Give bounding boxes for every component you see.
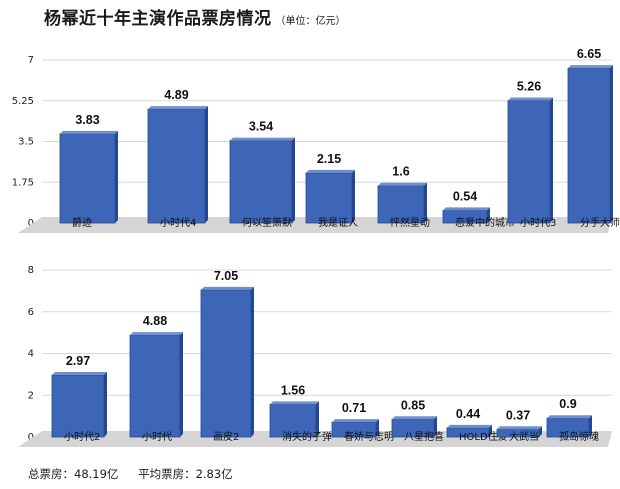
bar (129, 334, 181, 438)
data-label: 0.85 (401, 398, 425, 412)
category-label: 大武当 (509, 430, 539, 443)
data-label: 6.65 (577, 47, 601, 61)
bar (229, 140, 293, 224)
category-label: 爵迹 (72, 216, 92, 229)
category-label: 小时代 (142, 431, 172, 443)
data-label: 2.97 (66, 354, 90, 368)
bar-top (443, 207, 490, 211)
bar-top (447, 424, 492, 428)
bar-side (104, 372, 107, 437)
bar-top (378, 182, 427, 186)
summary-line: 总票房：48.19亿 平均票房：2.83亿 (28, 466, 249, 482)
data-label: 2.15 (317, 152, 341, 166)
average-box-office: 平均票房：2.83亿 (138, 467, 233, 481)
category-label: 春娇与志明 (344, 430, 394, 443)
bar-top (332, 419, 379, 423)
bar-side (292, 137, 295, 223)
bar (200, 289, 252, 438)
bar (567, 67, 611, 224)
bar-top (392, 416, 437, 420)
bar-side (180, 332, 183, 437)
chart-top: 0 1.75 3.5 5.25 7 3.83 爵迹 4.89 小时代4 3.54 何以笙箫默 2.15… (12, 47, 620, 233)
bar (59, 133, 116, 224)
data-label: 7.05 (214, 269, 238, 283)
bar (305, 172, 353, 224)
data-label: 5.26 (517, 80, 541, 94)
data-label: 1.6 (392, 165, 409, 179)
category-label: 孤岛惊魂 (559, 430, 599, 443)
y-tick-label: 7 (28, 55, 34, 66)
data-label: 4.88 (143, 314, 167, 328)
bar (147, 108, 206, 224)
category-label: 我是证人 (318, 217, 358, 229)
data-label: 4.89 (164, 88, 188, 102)
bar-side (589, 415, 592, 437)
bar-side (487, 207, 490, 223)
category-label: 小时代4 (160, 217, 196, 229)
bar-side (115, 130, 118, 223)
data-label: 0.9 (559, 397, 576, 411)
bar (51, 374, 105, 438)
bar-top (148, 106, 208, 110)
bar-side (610, 65, 613, 224)
bar (507, 100, 551, 224)
y-tick-label: 5.25 (12, 96, 34, 107)
data-label: 1.56 (281, 383, 305, 397)
category-label: HOLD住爱 (459, 430, 508, 443)
bar (269, 404, 317, 438)
bar-top (230, 137, 295, 141)
total-box-office: 总票房：48.19亿 (28, 467, 119, 481)
category-label: 何以笙箫默 (242, 216, 292, 229)
y-tick-label: 4 (28, 349, 34, 360)
bar-side (352, 169, 355, 223)
bar-side (489, 424, 492, 437)
bar-side (550, 97, 553, 223)
bar-top (52, 372, 107, 376)
category-label: 小时代3 (520, 217, 556, 229)
bar-side (316, 401, 319, 437)
category-label: 小时代2 (64, 431, 100, 443)
y-tick-label: 6 (28, 307, 34, 318)
bar-side (539, 426, 542, 437)
chart-bottom: 0 2 4 6 8 2.97 小时代2 4.88 小时代 7.05 画皮2 1.56 消失的子弹 0.71… (18, 265, 612, 447)
bar-side (205, 106, 208, 223)
y-tick-label: 0 (28, 432, 34, 443)
unit-text: （单位：亿元） (275, 16, 346, 27)
bar-side (434, 416, 437, 437)
bar-top (201, 286, 254, 290)
data-label: 0.54 (453, 189, 477, 203)
y-tick-label: 2 (28, 390, 34, 401)
bar-top (508, 97, 553, 101)
bar-top (60, 130, 118, 134)
chart-title: 杨幂近十年主演作品票房情况 （单位：亿元） (44, 4, 346, 29)
category-label: 怦然星动 (390, 216, 430, 229)
bar (377, 185, 425, 224)
data-label: 0.37 (506, 408, 530, 422)
bar-top (497, 426, 542, 430)
bar-side (251, 286, 254, 437)
y-tick-label: 8 (28, 265, 34, 276)
data-label: 3.83 (75, 113, 99, 127)
bar-top (130, 332, 183, 336)
data-label: 3.54 (249, 120, 273, 134)
y-tick-label: 0 (28, 218, 34, 229)
bar-top (306, 169, 355, 173)
y-tick-label: 3.5 (18, 137, 34, 148)
data-label: 0.71 (342, 401, 366, 415)
data-label: 0.44 (456, 407, 480, 421)
bar-side (424, 182, 427, 223)
category-label: 分手大师 (580, 216, 620, 229)
y-tick-label: 1.75 (12, 177, 34, 188)
bar-top (547, 415, 592, 419)
bar-top (568, 65, 613, 69)
category-label: 画皮2 (213, 430, 239, 443)
bar-top (270, 401, 319, 405)
title-text: 杨幂近十年主演作品票房情况 (44, 9, 272, 29)
category-label: 消失的子弹 (282, 430, 332, 443)
category-label: 恋爱中的城市 (455, 216, 515, 229)
bar-side (376, 419, 379, 437)
category-label: 八星抱喜 (404, 430, 444, 443)
